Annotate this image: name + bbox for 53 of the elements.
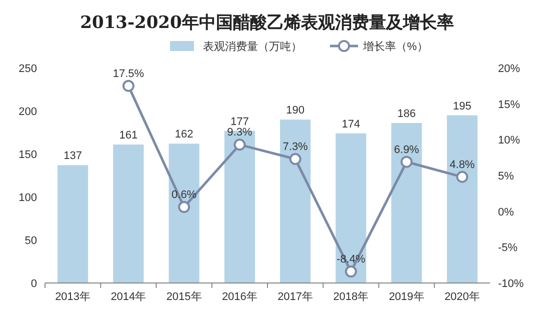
y2-tick-label: 5% [498, 170, 514, 182]
y2-tick-label: 15% [498, 98, 520, 111]
y2-tick-label: -5% [498, 242, 518, 254]
point [178, 201, 190, 214]
bar [168, 144, 200, 283]
point [234, 138, 246, 151]
bar [446, 115, 478, 283]
data-label: 186 [397, 108, 416, 120]
chart-title: 2013-2020年中国醋酸乙烯表观消费量及增长率 [80, 13, 454, 33]
data-label: -8.4% [336, 254, 366, 266]
point [344, 266, 357, 278]
x-tick-label: 2016年 [222, 291, 258, 303]
data-label: 177 [230, 116, 249, 128]
y-tick-label: 200 [18, 106, 37, 118]
data-label: 0.6% [172, 189, 197, 202]
bar [391, 123, 422, 283]
bar [336, 133, 366, 283]
data-label: 195 [453, 100, 472, 112]
data-label: 162 [174, 128, 194, 141]
x-tick-label: 2017年 [278, 291, 314, 303]
legend-label: 增长率（%） [362, 40, 428, 53]
bar [280, 120, 311, 283]
x-tick-label: 2015年 [166, 291, 202, 303]
data-label: 4.8% [450, 158, 475, 171]
data-label: 7.3% [282, 141, 308, 154]
x-tick-label: 2018年 [333, 291, 369, 303]
bar [113, 144, 144, 283]
data-label: 190 [286, 104, 304, 117]
data-label: 6.9% [394, 144, 420, 156]
data-label: 17.5% [112, 68, 144, 80]
x-tick-label: 2013年 [55, 291, 91, 303]
point [122, 80, 134, 92]
data-label: 161 [119, 130, 138, 142]
y2-tick-label: 10% [498, 134, 520, 147]
y-tick-label: 100 [18, 192, 37, 204]
data-label: 137 [64, 150, 82, 162]
y-tick-label: 150 [18, 149, 37, 161]
y2-tick-label: 20% [498, 63, 520, 75]
y2-tick-label: 0% [498, 206, 514, 218]
data-label: 9.3% [227, 126, 252, 139]
point [456, 170, 468, 183]
y-tick-label: 0 [30, 278, 37, 290]
data-label: 174 [342, 118, 360, 130]
x-tick-label: 2014年 [110, 291, 146, 303]
x-tick-label: 2020年 [444, 291, 480, 303]
point [289, 153, 302, 166]
point [400, 156, 413, 168]
x-tick-label: 2019年 [388, 291, 424, 303]
legend-label: 表观消费量（万吨） [203, 40, 302, 53]
y2-tick-label: -10% [498, 278, 524, 290]
y-tick-label: 50 [24, 235, 37, 247]
bar [58, 165, 88, 283]
y-tick-label: 250 [18, 63, 37, 75]
